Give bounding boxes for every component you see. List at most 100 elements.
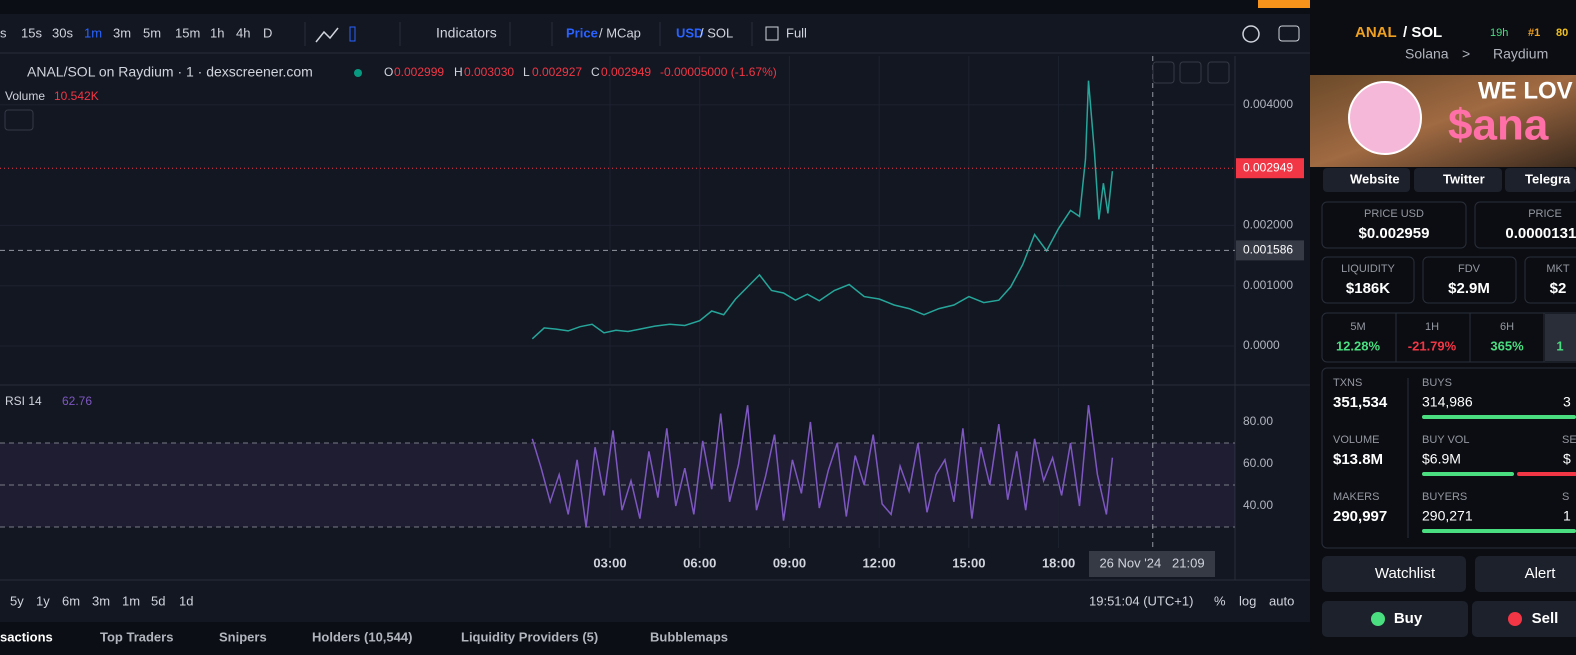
volume-value: 10.542K [54,89,99,103]
fullscreen-icon[interactable] [765,26,779,41]
action-button[interactable] [1322,601,1468,637]
chart-control[interactable] [1207,61,1230,84]
tab[interactable]: Top Traders [100,629,173,644]
price-toggle[interactable]: Price [566,25,598,40]
stat-value: $0.002959 [1359,225,1430,242]
percent-toggle[interactable]: % [1214,593,1226,608]
stat-box [1321,201,1467,249]
txn-label: SE [1562,434,1576,446]
chart-control[interactable] [1152,61,1175,84]
collapse-button[interactable] [4,109,34,131]
chart-control[interactable] [1179,61,1202,84]
log-toggle[interactable]: log [1239,593,1256,608]
link-label[interactable]: Website [1350,171,1400,186]
range-button[interactable]: 1m [122,593,140,608]
y-tick-label: 60.00 [1243,456,1273,470]
range-button[interactable]: 6m [62,593,80,608]
candle-icon[interactable] [349,26,356,42]
txn-value: $6.9M [1422,451,1461,467]
ohlc-value: O [384,65,393,79]
range-button[interactable]: 3m [92,593,110,608]
ohlc-value: L [523,65,530,79]
range-button[interactable]: 5d [151,593,165,608]
symbol-title: ANAL/SOL on Raydium · 1 · dexscreener.co… [27,64,313,80]
action-label[interactable]: Sell [1532,610,1559,627]
interval-button[interactable]: s [0,25,7,40]
range-button[interactable]: 5y [10,593,24,608]
txn-value: 314,986 [1422,394,1473,410]
active-cell [1545,314,1576,361]
stat-label: FDV [1458,263,1481,275]
dex: Raydium [1493,46,1548,62]
interval-button[interactable]: 5m [143,25,161,40]
auto-toggle[interactable]: auto [1269,593,1294,608]
interval-button[interactable]: 3m [113,25,131,40]
interval-button[interactable]: 15m [175,25,200,40]
stat-box [1474,201,1576,249]
link-label[interactable]: Twitter [1443,171,1485,186]
change-label: 6H [1500,321,1514,333]
price-tag [1236,158,1304,179]
legend-bg [0,60,22,86]
action-button[interactable] [1322,556,1466,592]
action-button[interactable] [1475,556,1576,592]
buy-ratio-bar [1422,472,1514,476]
action-label[interactable]: Watchlist [1375,565,1436,582]
tab[interactable]: Bubblemaps [650,629,728,644]
tab[interactable]: Snipers [219,629,267,644]
link-label[interactable]: Telegra [1525,171,1571,186]
txn-label: S [1562,491,1569,503]
stat-value: 0.00001318 [1505,225,1576,242]
stat-box [1524,256,1576,304]
x-tick-label: 06:00 [683,555,716,570]
action-button[interactable] [1472,601,1576,637]
sol-toggle[interactable]: / SOL [700,25,733,40]
interval-button[interactable]: 15s [21,25,42,40]
tab[interactable]: sactions [0,629,53,644]
interval-button[interactable]: 30s [52,25,73,40]
ohlc-value: 0.002999 [394,65,444,79]
range-button[interactable]: 1d [179,593,193,608]
price-tag [1236,240,1304,261]
stat-label: PRICE USD [1364,208,1424,220]
txn-label: BUYERS [1422,491,1467,503]
action-label[interactable]: Buy [1394,610,1423,627]
bottom-bar [0,581,1310,621]
txn-label: MAKERS [1333,491,1379,503]
mcap-toggle[interactable]: / MCap [599,25,641,40]
rsi-value: 62.76 [62,394,92,408]
usd-toggle[interactable]: USD [676,25,703,40]
change-value: 1 [1556,338,1563,353]
interval-button[interactable]: 1m [84,25,102,40]
indicators-button[interactable]: Indicators [436,25,497,41]
change-value: 12.28% [1336,338,1381,353]
tab[interactable]: Holders (10,544) [312,629,412,644]
txn-value: $13.8M [1333,451,1383,468]
stat-box [1321,256,1415,304]
boost: 80 [1556,27,1568,39]
ohlc-value: 0.002949 [601,65,651,79]
volume-label: Volume [5,89,45,103]
price-tag-label: 0.001586 [1243,243,1293,257]
link-button[interactable] [1505,168,1576,192]
pair-age: 19h [1490,27,1508,39]
series-line [531,80,1114,340]
action-label[interactable]: Alert [1525,565,1557,582]
full-button[interactable]: Full [786,25,807,40]
link-button[interactable] [1323,168,1410,192]
banner-art [1348,81,1422,155]
camera-icon[interactable] [1278,25,1300,42]
interval-button[interactable]: D [263,25,272,40]
price-tag-label: 0.002949 [1243,160,1293,174]
interval-button[interactable]: 1h [210,25,224,40]
chart-type-icon[interactable] [315,27,339,43]
tab[interactable]: Liquidity Providers (5) [461,629,598,644]
txn-label: VOLUME [1333,434,1379,446]
link-button[interactable] [1414,168,1502,192]
ohlc-value: 0.003030 [464,65,514,79]
settings-icon[interactable] [1242,25,1260,43]
interval-button[interactable]: 4h [236,25,250,40]
range-button[interactable]: 1y [36,593,50,608]
stat-box [1321,367,1576,549]
stat-box [1422,256,1517,304]
